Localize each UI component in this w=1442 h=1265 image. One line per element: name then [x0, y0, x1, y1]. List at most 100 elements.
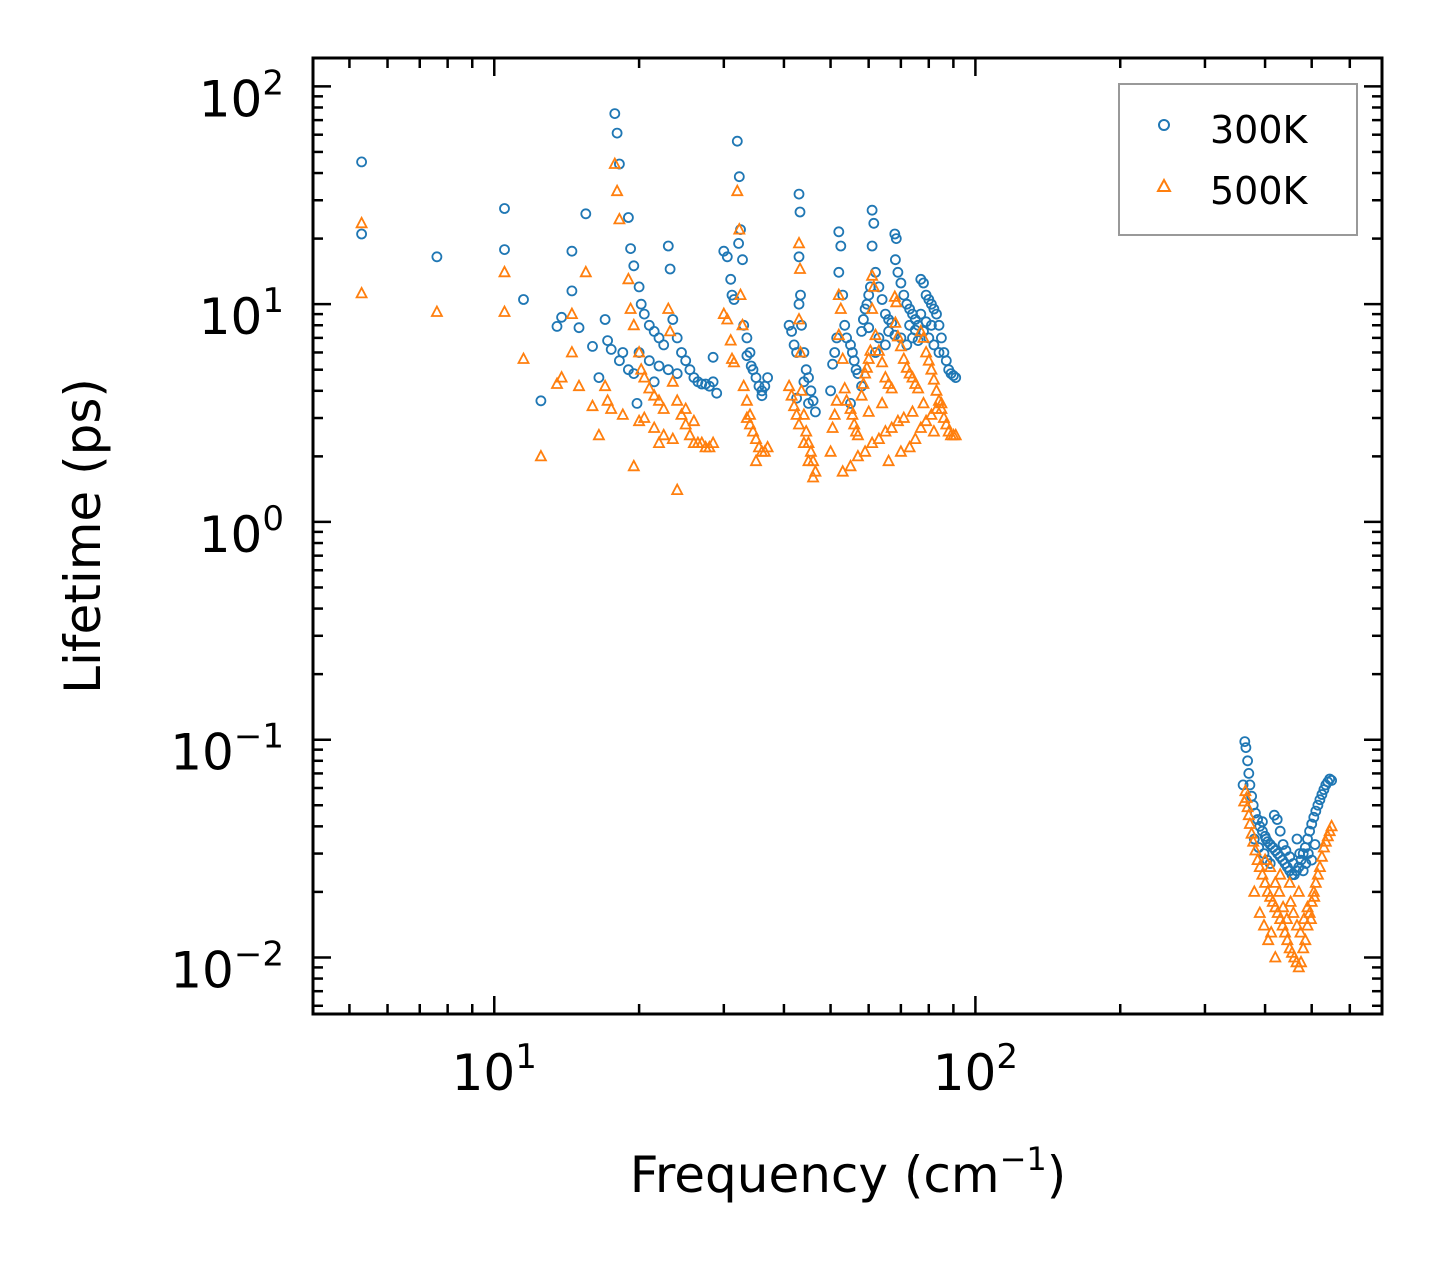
point-500k — [797, 407, 811, 420]
point-500k — [1257, 918, 1271, 931]
point-500k — [793, 261, 807, 274]
point-500k — [734, 287, 747, 301]
point-500k — [894, 338, 908, 352]
legend-label-300k: 300K — [1210, 108, 1309, 152]
point-300k — [880, 308, 891, 320]
point-300k — [721, 251, 733, 263]
point-300k — [1314, 794, 1326, 806]
point-300k — [733, 237, 744, 249]
point-300k — [873, 332, 885, 344]
point-500k — [828, 407, 842, 420]
point-500k — [840, 393, 854, 406]
point-500k — [834, 301, 848, 314]
x-axis-title-text: Frequency (cm — [630, 1146, 1000, 1204]
point-500k — [858, 366, 872, 379]
point-300k — [605, 343, 617, 355]
point-500k — [647, 388, 661, 401]
point-500k — [856, 376, 870, 389]
point-500k — [727, 354, 741, 368]
point-500k — [355, 285, 369, 299]
point-300k — [783, 319, 795, 331]
point-500k — [919, 345, 933, 358]
point-500k — [687, 413, 701, 427]
point-300k — [1243, 768, 1255, 779]
point-300k — [731, 135, 743, 147]
point-500k — [860, 360, 874, 373]
point-500k — [666, 374, 680, 387]
point-500k — [785, 388, 799, 401]
point-500k — [832, 327, 846, 341]
point-500k — [627, 317, 641, 331]
point-300k — [1288, 858, 1299, 869]
point-500k — [517, 351, 530, 364]
point-300k — [835, 240, 847, 252]
x-axis-title-suffix: ) — [1047, 1146, 1067, 1204]
point-300k — [928, 339, 940, 351]
point-500k — [624, 301, 638, 314]
point-500k — [1294, 954, 1308, 968]
point-500k — [740, 393, 754, 406]
point-500k — [914, 323, 928, 337]
legend-marker-500k — [1156, 177, 1172, 192]
point-500k — [663, 323, 677, 337]
point-500k — [608, 156, 622, 169]
point-500k — [632, 413, 646, 427]
point-500k — [683, 427, 697, 441]
point-300k — [566, 245, 578, 257]
point-500k — [863, 343, 877, 356]
point-500k — [792, 312, 806, 325]
point-300k — [602, 335, 613, 347]
point-300k — [890, 233, 902, 245]
point-500k — [572, 378, 586, 392]
point-500k — [1243, 816, 1257, 829]
point-300k — [948, 370, 959, 382]
point-500k — [695, 435, 709, 449]
point-300k — [356, 228, 368, 240]
point-300k — [909, 314, 921, 325]
point-500k — [869, 327, 882, 341]
point-500k — [632, 345, 646, 358]
point-300k — [671, 332, 683, 344]
point-500k — [737, 378, 751, 392]
point-300k — [551, 320, 563, 332]
point-500k — [1317, 840, 1331, 853]
point-300k — [658, 339, 670, 351]
x-axis-title-superscript: −1 — [1000, 1140, 1047, 1178]
point-300k — [870, 347, 881, 358]
legend-marker-300k — [1158, 119, 1170, 131]
point-300k — [1306, 818, 1318, 830]
y-axis-title: Lifetime (ps) — [54, 378, 112, 694]
point-300k — [1310, 805, 1322, 817]
point-300k — [1324, 773, 1336, 785]
point-300k — [933, 347, 945, 358]
axis-tick-labels: 101 102 102 101 100 10−1 10−2 — [170, 63, 1018, 1102]
point-500k — [792, 417, 806, 430]
y-tick-label: 100 — [199, 499, 284, 564]
point-500k — [922, 353, 936, 366]
point-500k — [911, 381, 925, 394]
point-300k — [866, 240, 878, 252]
point-500k — [534, 448, 548, 462]
point-500k — [885, 381, 899, 394]
point-500k — [792, 235, 806, 249]
point-300k — [883, 314, 894, 325]
point-300k — [1308, 811, 1320, 823]
point-500k — [826, 420, 840, 433]
point-500k — [612, 211, 626, 225]
point-300k — [614, 355, 625, 367]
point-300k — [796, 319, 807, 331]
point-500k — [355, 215, 369, 229]
point-500k — [732, 222, 746, 235]
point-300k — [573, 322, 585, 334]
point-500k — [657, 401, 671, 414]
point-500k — [875, 395, 889, 409]
point-500k — [647, 420, 661, 433]
point-500k — [795, 383, 808, 396]
point-300k — [707, 376, 719, 388]
point-500k — [743, 417, 757, 430]
point-300k — [733, 171, 745, 183]
point-500k — [1315, 849, 1329, 862]
point-500k — [891, 329, 905, 342]
point-300k — [653, 360, 665, 372]
